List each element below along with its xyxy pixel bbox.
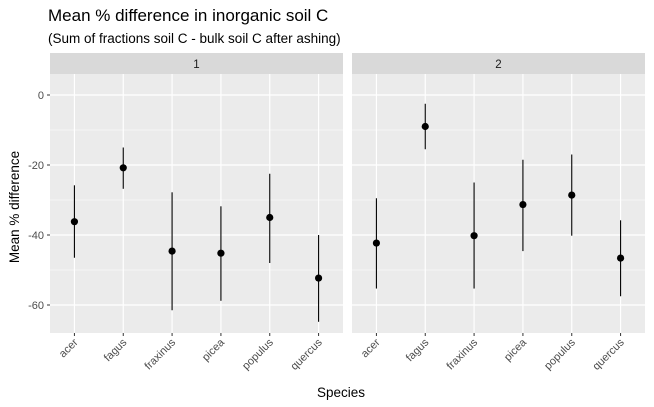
y-axis-title: Mean % difference — [7, 151, 22, 263]
chart-subtitle: (Sum of fractions soil C - bulk soil C a… — [48, 31, 341, 46]
point-quercus — [616, 254, 625, 262]
x-tick-label-picea: picea — [200, 336, 228, 364]
x-tick-label-populus: populus — [542, 336, 578, 372]
x-tick-label-fraxinus: fraxinus — [444, 336, 480, 372]
point-populus — [568, 191, 576, 199]
point-acer — [70, 218, 79, 226]
x-tick-label-populus: populus — [240, 336, 276, 372]
point-acer — [372, 239, 381, 247]
y-tick-label: -20 — [28, 160, 44, 172]
y-tick-label: -40 — [28, 230, 44, 242]
facet-strip-label: 2 — [495, 59, 501, 71]
point-picea — [519, 200, 527, 209]
x-tick-label-fagus: fagus — [102, 336, 130, 364]
panel-background — [352, 74, 645, 333]
x-tick-label-fagus: fagus — [404, 336, 432, 364]
y-axis: 0 -20 -40 -60 — [28, 90, 50, 312]
x-tick-label-quercus: quercus — [289, 336, 326, 373]
facet-panels: 1 acer fagus fraxinus picea populus quercus 2 ac… — [50, 53, 645, 373]
facet-strip-label: 1 — [193, 59, 199, 71]
x-axis-title: Species — [317, 385, 365, 400]
facet-strip — [352, 53, 645, 74]
facet-panel-1: 1 acer fagus fraxinus picea populus quercus — [50, 53, 343, 373]
point-fraxinus — [470, 232, 478, 240]
x-tick-label-fraxinus: fraxinus — [142, 336, 178, 372]
point-populus — [266, 213, 274, 222]
panel-background — [50, 74, 343, 333]
point-fraxinus — [168, 247, 176, 255]
chart-title: Mean % difference in inorganic soil C — [48, 6, 329, 25]
point-picea — [217, 249, 225, 257]
y-tick-label: 0 — [38, 90, 44, 102]
facet-panel-2: 2 acer fagus fraxinus picea populus quercus — [352, 53, 645, 373]
point-fagus — [119, 164, 127, 172]
point-quercus — [314, 274, 323, 282]
point-fagus — [421, 122, 429, 131]
x-tick-label-acer: acer — [57, 336, 81, 360]
facet-strip — [50, 53, 343, 74]
x-tick-label-quercus: quercus — [591, 336, 628, 373]
x-tick-label-acer: acer — [359, 336, 383, 360]
x-tick-label-picea: picea — [502, 336, 530, 364]
y-tick-label: -60 — [28, 300, 44, 312]
